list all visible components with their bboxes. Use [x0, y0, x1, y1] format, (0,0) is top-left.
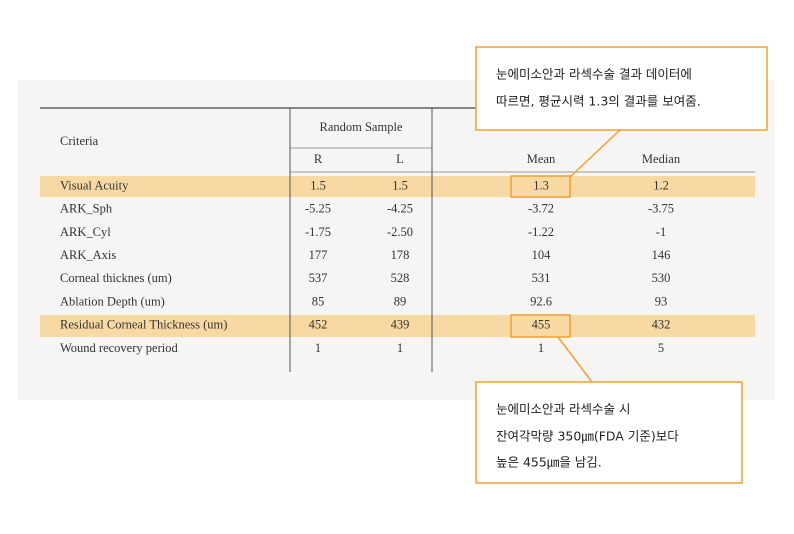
cell: 93 [655, 294, 668, 308]
cell: 455 [532, 318, 551, 332]
column-header: L [396, 152, 404, 166]
cell: 528 [391, 271, 410, 285]
cell: 1.5 [392, 178, 408, 192]
cell: 1 [397, 341, 403, 355]
callout-pointer [557, 336, 593, 383]
cell: 432 [652, 318, 671, 332]
cell: 85 [312, 294, 325, 308]
cell: 177 [309, 248, 328, 262]
cell: 531 [532, 271, 551, 285]
cell: 89 [394, 294, 407, 308]
callout-text: 따르면, 평균시력 1.3의 결과를 보여줌. [496, 94, 701, 109]
cell: -5.25 [305, 202, 331, 216]
cell: 92.6 [530, 294, 552, 308]
row-label: Visual Acuity [60, 178, 129, 192]
row-label: ARK_Cyl [60, 225, 111, 239]
cell: -1.75 [305, 225, 331, 239]
highlight-box [510, 175, 571, 198]
column-header: Mean [527, 152, 556, 166]
row-label: ARK_Sph [60, 202, 113, 216]
row-label: Ablation Depth (um) [60, 294, 165, 308]
cell: -1.22 [528, 225, 554, 239]
cell: 178 [391, 248, 410, 262]
cell: 439 [391, 318, 410, 332]
cell: 452 [309, 318, 328, 332]
cell: 537 [309, 271, 328, 285]
highlight-row [40, 176, 755, 197]
cell: -3.72 [528, 202, 554, 216]
callout-text: 눈에미소안과 라섹수술 결과 데이터에 [496, 67, 692, 82]
row-label: ARK_Axis [60, 248, 116, 262]
row-label: Corneal thicknes (um) [60, 271, 172, 285]
highlight-box [510, 314, 571, 338]
row-label: Residual Corneal Thickness (um) [60, 318, 227, 332]
cell: 104 [532, 248, 552, 262]
cell: -1 [656, 225, 666, 239]
callout-text: 잔여각막량 350㎛(FDA 기준)보다 [496, 429, 679, 444]
column-header: R [314, 152, 323, 166]
cell: 1 [315, 341, 321, 355]
callout-box [475, 381, 743, 484]
criteria-header: Criteria [60, 134, 99, 148]
cell: 1.2 [653, 178, 669, 192]
callout-box [475, 46, 768, 131]
cell: -3.75 [648, 202, 674, 216]
callout-text: 눈에미소안과 라섹수술 시 [496, 402, 630, 417]
highlight-row [40, 315, 755, 337]
cell: 1.5 [310, 178, 326, 192]
cell: 530 [652, 271, 671, 285]
cell: -2.50 [387, 225, 413, 239]
panel [18, 80, 775, 400]
row-label: Wound recovery period [60, 341, 178, 355]
column-header: Median [642, 152, 681, 166]
callout-text: 높은 455㎛을 남김. [496, 455, 602, 470]
cell: -4.25 [387, 202, 413, 216]
callout-pointer [569, 129, 621, 178]
cell: 146 [652, 248, 671, 262]
cell: 5 [658, 341, 664, 355]
cell: 1.3 [533, 178, 549, 192]
cell: 1 [538, 341, 544, 355]
group-header: Random Sample [320, 120, 403, 134]
